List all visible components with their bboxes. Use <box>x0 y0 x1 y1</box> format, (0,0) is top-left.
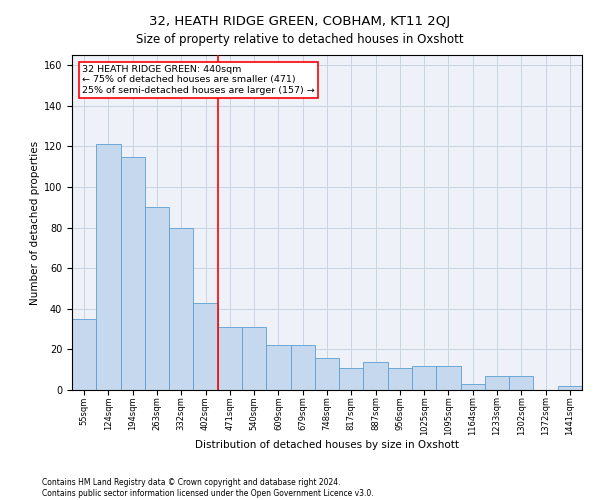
Bar <box>509 376 533 390</box>
Bar <box>266 346 290 390</box>
Text: Size of property relative to detached houses in Oxshott: Size of property relative to detached ho… <box>136 32 464 46</box>
Bar <box>436 366 461 390</box>
Bar <box>461 384 485 390</box>
Bar <box>242 327 266 390</box>
Bar <box>193 302 218 390</box>
Bar <box>339 368 364 390</box>
Text: 32 HEATH RIDGE GREEN: 440sqm
← 75% of detached houses are smaller (471)
25% of s: 32 HEATH RIDGE GREEN: 440sqm ← 75% of de… <box>82 65 315 95</box>
Y-axis label: Number of detached properties: Number of detached properties <box>29 140 40 304</box>
Bar <box>364 362 388 390</box>
Text: 32, HEATH RIDGE GREEN, COBHAM, KT11 2QJ: 32, HEATH RIDGE GREEN, COBHAM, KT11 2QJ <box>149 15 451 28</box>
Bar <box>121 156 145 390</box>
Bar <box>72 319 96 390</box>
Bar <box>315 358 339 390</box>
Bar <box>485 376 509 390</box>
Text: Contains HM Land Registry data © Crown copyright and database right 2024.
Contai: Contains HM Land Registry data © Crown c… <box>42 478 374 498</box>
Bar <box>218 327 242 390</box>
Bar <box>388 368 412 390</box>
Bar <box>412 366 436 390</box>
Bar <box>290 346 315 390</box>
Bar <box>145 208 169 390</box>
Bar <box>96 144 121 390</box>
Bar <box>169 228 193 390</box>
X-axis label: Distribution of detached houses by size in Oxshott: Distribution of detached houses by size … <box>195 440 459 450</box>
Bar <box>558 386 582 390</box>
